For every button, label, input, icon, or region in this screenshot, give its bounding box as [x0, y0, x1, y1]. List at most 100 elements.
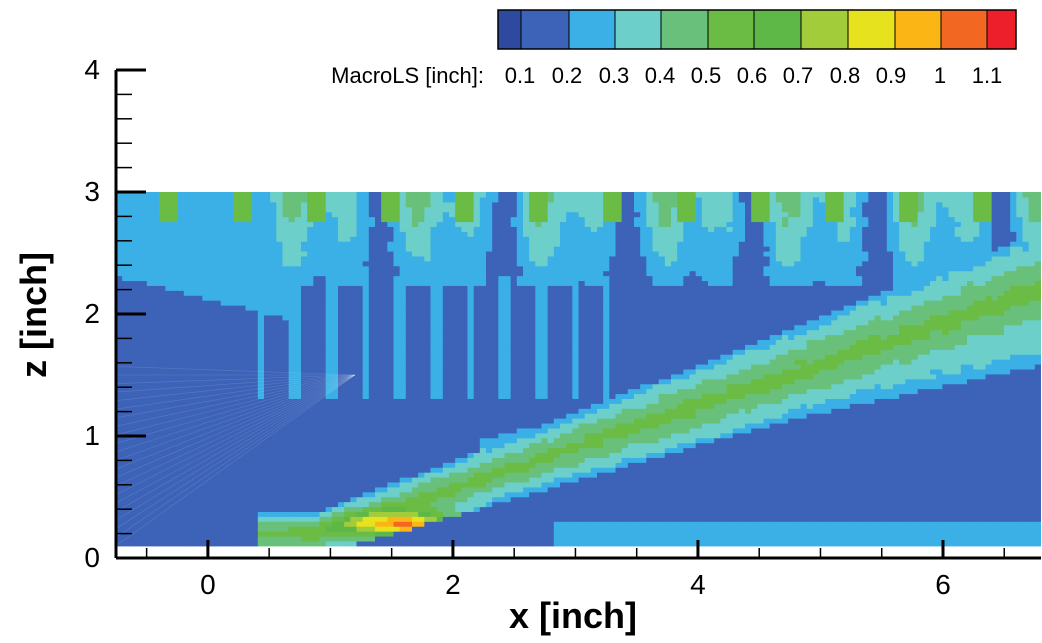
contour-cell	[214, 295, 222, 301]
contour-cell	[128, 496, 136, 503]
contour-cell	[165, 472, 173, 478]
contour-cell	[350, 290, 358, 296]
contour-cell	[510, 206, 518, 213]
contour-cell	[325, 309, 333, 316]
contour-cell	[535, 403, 543, 409]
contour-cell	[220, 408, 228, 414]
contour-cell	[387, 477, 395, 483]
contour-cell	[165, 231, 173, 237]
contour-cell	[177, 378, 185, 385]
contour-cell	[393, 531, 401, 537]
contour-cell	[498, 216, 506, 223]
contour-cell	[498, 531, 506, 537]
contour-cell	[257, 196, 265, 203]
contour-cell	[183, 206, 191, 213]
contour-cell	[399, 250, 407, 257]
contour-cell	[449, 418, 456, 424]
contour-cell	[338, 481, 345, 488]
contour-cell	[405, 329, 413, 336]
contour-cell	[449, 393, 456, 399]
contour-cell	[461, 329, 469, 336]
contour-cell	[214, 196, 222, 203]
contour-cell	[405, 383, 413, 390]
contour-cell	[344, 226, 351, 232]
contour-cell	[393, 486, 401, 493]
contour-cell	[436, 368, 444, 375]
contour-cell	[523, 216, 530, 223]
contour-cell	[381, 418, 388, 424]
contour-cell	[245, 486, 253, 493]
contour-cell	[325, 206, 333, 213]
contour-cell	[282, 442, 290, 449]
contour-cell	[325, 363, 333, 370]
contour-cell	[214, 422, 222, 429]
contour-cell	[319, 250, 327, 257]
contour-cell	[214, 226, 222, 232]
contour-cell	[368, 354, 376, 360]
contour-cell	[233, 481, 240, 488]
contour-cell	[436, 280, 444, 286]
contour-cell	[202, 398, 210, 404]
contour-cell	[455, 526, 462, 532]
contour-cell	[134, 270, 142, 277]
contour-cell	[183, 295, 191, 301]
contour-cell	[529, 363, 536, 370]
contour-cell	[319, 246, 327, 252]
contour-cell	[449, 491, 456, 498]
contour-cell	[239, 314, 247, 321]
contour-cell	[381, 300, 388, 306]
contour-cell	[171, 526, 179, 532]
contour-cell	[362, 216, 370, 223]
contour-cell	[535, 398, 543, 404]
contour-cell	[424, 422, 432, 429]
contour-cell	[307, 339, 314, 345]
contour-cell	[479, 265, 487, 272]
contour-cell	[331, 437, 339, 444]
contour-cell	[116, 359, 123, 365]
contour-cell	[498, 309, 506, 316]
contour-cell	[313, 442, 321, 449]
contour-cell	[214, 319, 222, 326]
contour-cell	[301, 354, 308, 360]
contour-cell	[116, 285, 123, 291]
contour-cell	[165, 250, 173, 257]
contour-cell	[134, 373, 142, 380]
contour-cell	[381, 373, 388, 380]
contour-cell	[467, 290, 475, 296]
contour-cell	[399, 324, 407, 331]
contour-cell	[177, 442, 185, 449]
contour-cell	[405, 535, 413, 542]
contour-cell	[190, 516, 197, 522]
contour-cell	[498, 472, 506, 478]
contour-cell	[146, 373, 154, 380]
contour-cell	[313, 290, 321, 296]
contour-cell	[442, 285, 450, 291]
contour-cell	[479, 457, 487, 463]
contour-cell	[455, 319, 462, 326]
contour-cell	[492, 403, 499, 409]
contour-cell	[116, 300, 123, 306]
contour-cell	[196, 373, 203, 380]
contour-cell	[214, 192, 222, 198]
contour-cell	[455, 359, 462, 365]
contour-cell	[331, 226, 339, 232]
contour-cell	[276, 192, 284, 198]
contour-cell	[455, 403, 462, 409]
contour-cell	[153, 511, 160, 517]
contour-cell	[331, 314, 339, 321]
contour-cell	[498, 275, 506, 282]
contour-cell	[116, 383, 123, 390]
contour-cell	[165, 300, 173, 306]
contour-cell	[479, 452, 487, 458]
contour-cell	[510, 324, 518, 331]
contour-cell	[140, 300, 148, 306]
contour-cell	[257, 408, 265, 414]
contour-cell	[116, 422, 123, 429]
contour-cell	[245, 250, 253, 257]
contour-cell	[220, 231, 228, 237]
contour-cell	[294, 398, 302, 404]
contour-cell	[455, 290, 462, 296]
contour-cell	[418, 516, 425, 522]
contour-cell	[202, 432, 210, 439]
contour-cell	[393, 462, 401, 468]
